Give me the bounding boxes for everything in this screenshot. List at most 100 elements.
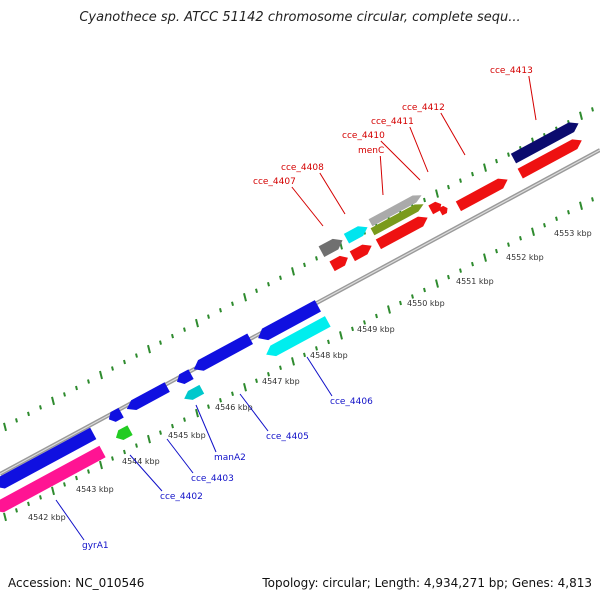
- upper-track-tick: [231, 301, 234, 306]
- scale-tick-label: 4547 kbp: [262, 377, 300, 386]
- cce_4411-gene[interactable]: [455, 175, 510, 212]
- upper-track-tick: [435, 189, 439, 198]
- cce_4410-gene[interactable]: [428, 200, 443, 215]
- gene-label-cce_4408[interactable]: cce_4408: [281, 163, 324, 173]
- upper-track-tick: [291, 267, 295, 276]
- gene-label-cce_4402[interactable]: cce_4402: [160, 492, 203, 502]
- label-leaders: [55, 75, 537, 541]
- upper-track-tick: [159, 340, 162, 345]
- upper-track-tick: [183, 327, 186, 332]
- cce_4403-gene[interactable]: [124, 382, 170, 414]
- scale-tick-label: 4553 kbp: [554, 229, 592, 238]
- map-title: Cyanothece sp. ATCC 51142 chromosome cir…: [79, 10, 521, 25]
- lower-track-tick: [207, 404, 210, 409]
- scale-tick-label: 4546 kbp: [215, 403, 253, 412]
- upper-track-tick: [15, 418, 18, 423]
- lower-track-tick: [423, 287, 426, 293]
- upper-track-tick: [591, 107, 594, 112]
- label-leader: [195, 404, 217, 453]
- red-small-1[interactable]: [349, 241, 375, 262]
- upper-track-tick: [243, 292, 247, 302]
- upper-track-tick: [495, 158, 498, 164]
- manA2-gene[interactable]: [182, 384, 205, 403]
- upper-track-tick: [39, 405, 42, 410]
- lower-track-tick: [531, 227, 535, 236]
- lower-track-tick: [567, 210, 570, 215]
- lower-track-tick: [543, 222, 546, 228]
- lower-track-tick: [147, 434, 151, 444]
- cce_4408-gene[interactable]: [375, 213, 430, 250]
- upper-track-tick: [315, 256, 318, 261]
- cce_4402-top[interactable]: [106, 407, 124, 424]
- cce_4406-top[interactable]: [255, 300, 321, 344]
- upper-track-tick: [147, 344, 151, 354]
- lower-track-tick: [303, 352, 306, 358]
- upper-track-tick: [171, 333, 174, 339]
- gene-label-cce_4407[interactable]: cce_4407: [253, 177, 296, 187]
- gene-label-manA2[interactable]: manA2: [214, 453, 246, 463]
- cce_4405-gene[interactable]: [191, 333, 254, 375]
- gene-label-cce_4403[interactable]: cce_4403: [191, 474, 234, 484]
- label-leader: [239, 393, 269, 432]
- lower-track-tick: [315, 346, 318, 351]
- lower-track-tick: [51, 486, 55, 496]
- label-leader: [440, 112, 466, 156]
- gene-label-cce_4406[interactable]: cce_4406: [330, 397, 373, 407]
- gene-label-cce_4411[interactable]: cce_4411: [371, 117, 414, 127]
- lower-track-tick: [375, 313, 378, 319]
- gene-label-cce_4413[interactable]: cce_4413: [490, 66, 533, 76]
- upper-gene-labels: cce_4413 cce_4412 cce_4411 cce_4410 menC cce_…: [253, 66, 533, 187]
- cce_4402-gene[interactable]: [113, 425, 133, 442]
- cce_4410b-gene[interactable]: [438, 205, 450, 216]
- gene-label-menC[interactable]: menC: [358, 146, 384, 156]
- upper-track-tick: [255, 288, 258, 294]
- lower-track-tick: [555, 216, 558, 222]
- lower-track-tick: [135, 443, 138, 448]
- lower-track-tick: [99, 460, 103, 470]
- upper-track-tick: [423, 197, 426, 203]
- scale-tick-label: 4543 kbp: [76, 485, 114, 494]
- cce_4407-gene[interactable]: [343, 222, 370, 244]
- cce_4413[interactable]: [510, 119, 581, 164]
- gyrA1-gene[interactable]: [0, 445, 106, 516]
- lower-track-tick: [351, 326, 354, 332]
- cce_4406-gene[interactable]: [263, 316, 331, 360]
- lower-track-tick: [279, 365, 282, 371]
- menC-gene[interactable]: [368, 192, 424, 227]
- gene-label-cce_4405[interactable]: cce_4405: [266, 432, 309, 442]
- gene-label-gyrA1[interactable]: gyrA1: [82, 541, 109, 551]
- gene-label-cce_4412[interactable]: cce_4412: [402, 103, 445, 113]
- upper-track-tick: [279, 275, 282, 281]
- upper-track-tick: [51, 396, 55, 406]
- label-leader: [291, 186, 324, 227]
- gene-label-cce_4410[interactable]: cce_4410: [342, 131, 385, 141]
- label-leader: [319, 172, 346, 215]
- upper-track-tick: [195, 318, 199, 328]
- label-leader: [379, 155, 384, 196]
- big-blue-gene[interactable]: [0, 427, 97, 493]
- red-small-2[interactable]: [329, 253, 350, 272]
- scale-tick-label: 4550 kbp: [407, 299, 445, 308]
- scale-tick-label: 4552 kbp: [506, 253, 544, 262]
- cce_4407b-gene[interactable]: [318, 235, 346, 257]
- lower-track-tick: [15, 508, 18, 513]
- lower-track-tick: [291, 357, 295, 366]
- menC2-gene[interactable]: [370, 201, 426, 236]
- gene-features: [0, 119, 585, 516]
- cce_4412-gene[interactable]: [517, 136, 585, 179]
- genome-map[interactable]: 4542 kbp 4543 kbp 4544 kbp 4545 kbp 4546 kbp…: [0, 0, 600, 570]
- lower-track-tick: [411, 294, 414, 299]
- scale-tick-label: 4545 kbp: [168, 431, 206, 440]
- upper-track-tick: [111, 366, 114, 371]
- upper-track-tick: [471, 171, 474, 177]
- lower-track-tick: [243, 382, 247, 392]
- accession-text: Accession: NC_010546: [8, 576, 145, 590]
- label-leader: [55, 499, 85, 541]
- lower-track-tick: [123, 449, 126, 455]
- lower-track-tick: [387, 305, 391, 314]
- upper-track-tick: [207, 314, 210, 319]
- upper-track-tick: [507, 152, 510, 157]
- upper-track-tick: [483, 163, 487, 172]
- manA2-top[interactable]: [174, 369, 194, 386]
- lower-track-tick: [267, 372, 270, 377]
